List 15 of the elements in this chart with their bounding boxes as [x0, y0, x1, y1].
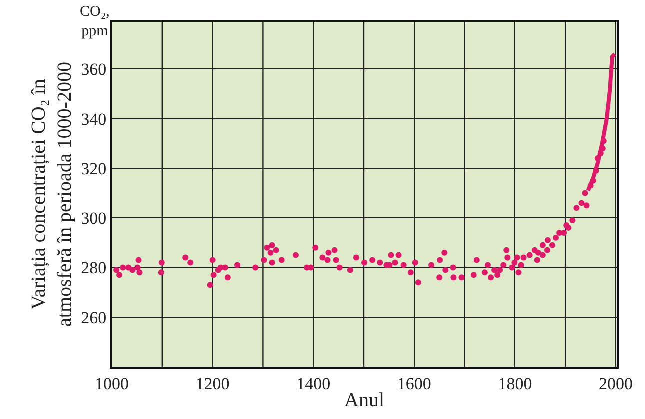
- y-axis-title: Variația concentrației CO₂ în atmosferă în perioada 1000-2000: [28, 62, 76, 327]
- x-tick-label: 1600: [397, 374, 432, 394]
- y-tick-label: 280: [81, 258, 107, 278]
- y-tick-label: 360: [81, 60, 107, 80]
- y-tick-label: 320: [81, 159, 107, 178]
- y-tick-label: 260: [81, 308, 107, 328]
- y-tick-label: 340: [81, 110, 107, 129]
- y-tick-label: 300: [81, 209, 107, 228]
- text: CO₂, ppm: [80, 4, 110, 40]
- x-tick-label: 1800: [498, 374, 532, 394]
- x-tick-label: 1400: [296, 374, 331, 394]
- x-tick-label: 1200: [196, 374, 230, 394]
- x-axis-title: Anul: [344, 389, 385, 412]
- x-tick-label: 1000: [95, 374, 129, 394]
- x-tick-label: 2000: [598, 374, 633, 394]
